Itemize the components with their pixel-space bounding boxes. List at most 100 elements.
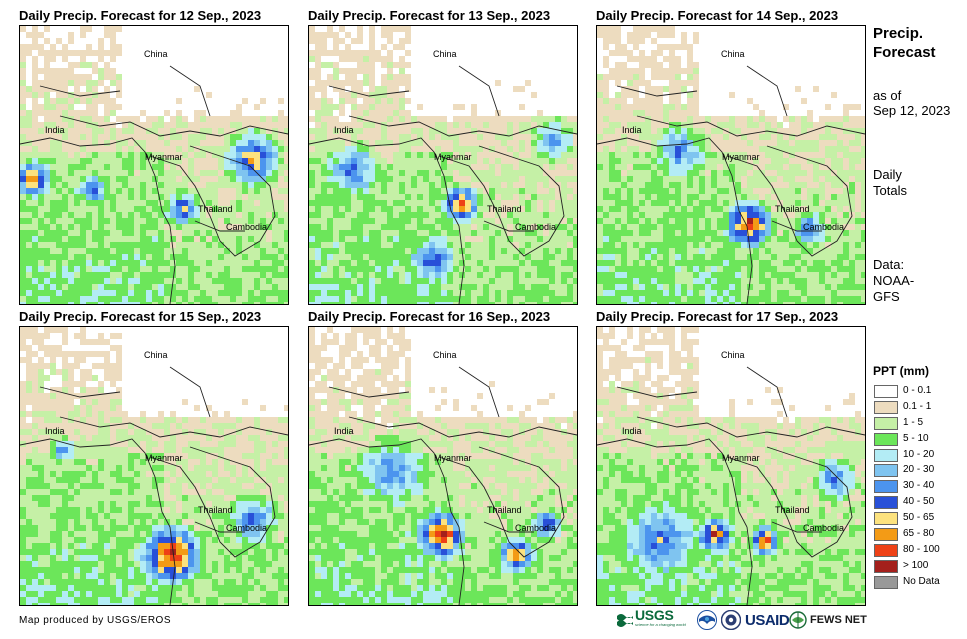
precip-cell bbox=[345, 188, 351, 194]
precip-cell bbox=[825, 44, 831, 50]
precip-cell bbox=[843, 32, 849, 38]
precip-cell bbox=[194, 92, 200, 98]
precip-cell bbox=[477, 302, 483, 304]
precip-cell bbox=[789, 92, 795, 98]
precip-cell bbox=[459, 230, 465, 236]
precip-cell bbox=[170, 302, 176, 304]
precip-cell bbox=[266, 296, 272, 302]
precip-cell bbox=[441, 236, 447, 242]
precip-cell bbox=[321, 278, 327, 284]
precip-cell bbox=[453, 44, 459, 50]
precip-cell bbox=[164, 158, 170, 164]
precip-cell bbox=[471, 296, 477, 302]
precip-cell bbox=[80, 92, 86, 98]
precip-cell bbox=[32, 266, 38, 272]
precip-cell bbox=[411, 50, 417, 56]
precip-cell bbox=[38, 50, 44, 56]
precip-cell bbox=[242, 260, 248, 266]
precip-cell bbox=[381, 242, 387, 248]
precip-cell bbox=[375, 278, 381, 284]
precip-cell bbox=[663, 110, 669, 116]
precip-cell bbox=[615, 68, 621, 74]
precip-cell bbox=[531, 152, 537, 158]
precip-cell bbox=[92, 32, 98, 38]
precip-cell bbox=[615, 104, 621, 110]
precip-cell bbox=[110, 98, 116, 104]
precip-cell bbox=[453, 182, 459, 188]
precip-cell bbox=[681, 44, 687, 50]
precip-cell bbox=[50, 128, 56, 134]
precip-cell bbox=[224, 266, 230, 272]
precip-cell bbox=[351, 26, 357, 32]
precip-cell bbox=[363, 206, 369, 212]
precip-cell bbox=[855, 110, 861, 116]
precip-cell bbox=[333, 32, 339, 38]
precip-cell bbox=[807, 44, 813, 50]
precip-cell bbox=[369, 242, 375, 248]
precip-cell bbox=[537, 266, 543, 272]
precip-cell bbox=[20, 206, 26, 212]
precip-cell bbox=[122, 278, 128, 284]
precip-cell bbox=[423, 206, 429, 212]
precip-cell bbox=[284, 176, 288, 182]
precip-cell bbox=[92, 116, 98, 122]
precip-cell bbox=[645, 80, 651, 86]
precip-cell bbox=[44, 164, 50, 170]
precip-cell bbox=[399, 254, 405, 260]
precip-cell bbox=[447, 218, 453, 224]
precip-cell bbox=[86, 68, 92, 74]
precip-cell bbox=[567, 260, 573, 266]
precip-cell bbox=[116, 38, 122, 44]
precip-cell bbox=[507, 62, 513, 68]
precip-cell bbox=[663, 74, 669, 80]
precip-cell bbox=[465, 170, 471, 176]
precip-cell bbox=[56, 116, 62, 122]
precip-cell bbox=[429, 206, 435, 212]
precip-cell bbox=[248, 248, 254, 254]
precip-cell bbox=[789, 26, 795, 32]
precip-cell bbox=[405, 266, 411, 272]
precip-cell bbox=[56, 236, 62, 242]
precip-cell bbox=[843, 26, 849, 32]
precip-cell bbox=[140, 80, 146, 86]
precip-cell bbox=[86, 248, 92, 254]
precip-cell bbox=[32, 146, 38, 152]
precip-cell bbox=[549, 260, 555, 266]
precip-cell bbox=[573, 182, 577, 188]
precip-cell bbox=[74, 260, 80, 266]
precip-cell bbox=[609, 68, 615, 74]
precip-cell bbox=[717, 98, 723, 104]
precip-cell bbox=[699, 50, 705, 56]
precip-cell bbox=[357, 182, 363, 188]
precip-cell bbox=[254, 164, 260, 170]
precip-cell bbox=[56, 98, 62, 104]
precip-cell bbox=[206, 296, 212, 302]
precip-cell bbox=[831, 98, 837, 104]
precip-cell bbox=[681, 26, 687, 32]
precip-cell bbox=[861, 44, 865, 50]
precip-cell bbox=[633, 92, 639, 98]
precip-cell bbox=[110, 284, 116, 290]
precip-cell bbox=[327, 290, 333, 296]
precip-cell bbox=[861, 86, 865, 92]
precip-cell bbox=[447, 260, 453, 266]
precip-cell bbox=[507, 32, 513, 38]
precip-cell bbox=[26, 98, 32, 104]
precip-cell bbox=[405, 182, 411, 188]
precip-cell bbox=[38, 152, 44, 158]
precip-cell bbox=[765, 56, 771, 62]
precip-cell bbox=[158, 212, 164, 218]
precip-cell bbox=[441, 266, 447, 272]
precip-cell bbox=[278, 212, 284, 218]
precip-cell bbox=[248, 140, 254, 146]
precip-cell bbox=[134, 134, 140, 140]
precip-cell bbox=[98, 260, 104, 266]
precip-cell bbox=[693, 86, 699, 92]
precip-cell bbox=[537, 170, 543, 176]
precip-cell bbox=[248, 272, 254, 278]
precip-map: China India Myanmar Thailand Cambodia bbox=[308, 25, 578, 305]
precip-cell bbox=[843, 98, 849, 104]
precip-cell bbox=[194, 230, 200, 236]
precip-cell bbox=[74, 290, 80, 296]
precip-cell bbox=[609, 44, 615, 50]
